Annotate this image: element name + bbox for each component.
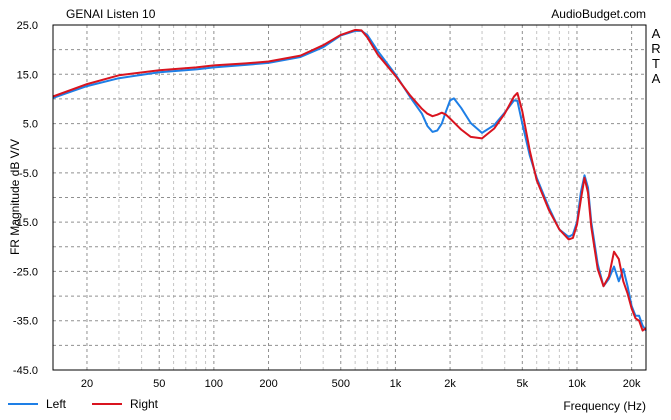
x-tick-labels: 20 50 100 200 500 1k 2k 5k 10k 20k — [81, 378, 641, 390]
y-tick-labels: 25.0 15.0 5.0 -5.0 -15.0 -25.0 -35.0 -45.0 — [13, 20, 38, 377]
legend-label-left: Left — [46, 397, 67, 411]
x-tick-label: 20k — [623, 378, 641, 390]
watermark-text: AudioBudget.com — [551, 7, 646, 21]
x-tick-label: 500 — [332, 378, 350, 390]
y-tick-label: -35.0 — [13, 316, 38, 328]
y-tick-label: 15.0 — [17, 69, 38, 81]
side-label-letter: T — [652, 56, 660, 71]
side-label-letter: A — [652, 71, 661, 86]
y-tick-label: -45.0 — [13, 365, 38, 377]
legend: Left Right — [8, 397, 159, 411]
x-tick-label: 5k — [517, 378, 529, 390]
y-tick-label: -5.0 — [19, 168, 38, 180]
y-tick-label: -25.0 — [13, 266, 38, 278]
x-tick-label: 200 — [259, 378, 277, 390]
y-tick-label: 5.0 — [23, 119, 38, 131]
side-label-letter: R — [651, 41, 660, 56]
y-tick-label: 25.0 — [17, 20, 38, 32]
y-tick-label: -15.0 — [13, 217, 38, 229]
series-group — [52, 28, 647, 332]
x-tick-label: 20 — [81, 378, 93, 390]
x-tick-label: 2k — [444, 378, 456, 390]
x-tick-label: 10k — [568, 378, 586, 390]
x-tick-label: 100 — [205, 378, 223, 390]
x-tick-label: 1k — [390, 378, 402, 390]
x-tick-label: 50 — [153, 378, 165, 390]
legend-label-right: Right — [130, 397, 159, 411]
y-axis-label: FR Magnitude dB V/V — [8, 139, 22, 255]
side-label-letter: A — [652, 26, 661, 41]
x-axis-label: Frequency (Hz) — [563, 399, 646, 413]
series-line-right — [52, 28, 647, 332]
chart-title: GENAI Listen 10 — [66, 7, 156, 21]
plot-frame — [52, 24, 647, 371]
